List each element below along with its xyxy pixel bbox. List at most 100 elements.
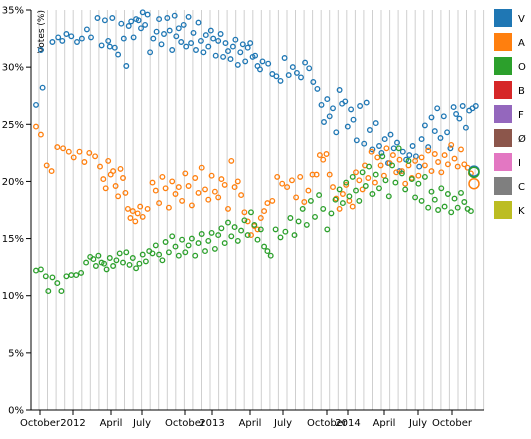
point-O — [303, 221, 310, 228]
point-V — [138, 25, 144, 32]
point-V — [314, 85, 321, 92]
point-V — [161, 31, 167, 37]
point-A — [182, 170, 189, 177]
point-V — [128, 18, 135, 25]
point-V — [363, 99, 370, 106]
point-O — [356, 197, 363, 204]
point-A — [112, 183, 119, 189]
point-O — [45, 288, 52, 295]
point-A — [192, 175, 199, 181]
point-A — [323, 151, 330, 157]
point-A — [326, 171, 333, 178]
point-O — [123, 249, 130, 256]
point-O — [241, 217, 248, 224]
point-O — [139, 251, 146, 258]
point-O — [205, 237, 212, 244]
point-V — [144, 11, 151, 18]
point-V — [306, 65, 313, 72]
point-V — [234, 61, 241, 68]
point-A — [343, 181, 350, 188]
point-V — [180, 21, 187, 28]
point-A — [313, 171, 320, 178]
point-O — [382, 177, 389, 184]
point-O — [129, 255, 136, 261]
point-V — [83, 26, 90, 33]
legend-swatch — [494, 57, 512, 75]
point-A — [425, 147, 432, 154]
point-V — [68, 33, 75, 40]
point-O — [110, 263, 117, 269]
legend[interactable]: V A O B F Ø I C K — [494, 9, 526, 219]
point-V — [399, 148, 406, 155]
point-V — [342, 98, 349, 105]
point-V — [453, 111, 460, 117]
legend-item-F[interactable]: F — [494, 105, 524, 123]
point-V — [293, 69, 300, 76]
point-V — [33, 101, 39, 108]
point-A — [353, 169, 359, 176]
point-V — [190, 29, 197, 36]
legend-item-A[interactable]: A — [494, 33, 525, 51]
point-O — [448, 209, 455, 216]
point-A — [383, 145, 390, 152]
point-A — [65, 148, 72, 155]
point-V — [348, 106, 355, 113]
point-A — [316, 152, 323, 159]
point-O — [282, 228, 289, 235]
point-V — [459, 103, 466, 109]
point-A — [54, 144, 61, 151]
y-tick-label: 0% — [8, 406, 24, 417]
point-V — [357, 103, 364, 109]
point-V — [242, 58, 249, 65]
point-O — [103, 266, 110, 273]
point-O — [428, 188, 435, 195]
point-V — [109, 15, 116, 21]
legend-item-B[interactable]: B — [494, 81, 525, 99]
point-O — [431, 196, 438, 203]
legend-item-Ø[interactable]: Ø — [494, 129, 526, 147]
point-A — [393, 169, 400, 176]
point-V — [222, 40, 229, 47]
point-O — [169, 233, 176, 240]
x-tick-label: April — [373, 418, 396, 429]
point-A — [371, 179, 378, 186]
point-O — [225, 219, 231, 226]
y-tick-label: 20% — [2, 177, 24, 188]
point-O — [328, 210, 335, 217]
point-V — [378, 149, 385, 156]
point-O — [264, 248, 271, 255]
point-O — [295, 218, 302, 225]
point-V — [202, 32, 209, 39]
point-V — [336, 87, 343, 93]
point-V — [310, 79, 317, 85]
point-O — [78, 269, 85, 276]
point-A — [117, 165, 124, 172]
legend-item-C[interactable]: C — [494, 177, 525, 195]
point-V — [217, 31, 224, 37]
legend-item-I[interactable]: I — [494, 153, 521, 171]
point-A — [274, 173, 281, 180]
legend-item-K[interactable]: K — [494, 201, 525, 219]
x-tick-label: April — [100, 418, 123, 429]
point-O — [142, 258, 149, 265]
point-V — [185, 13, 192, 20]
point-O — [92, 263, 99, 269]
point-O — [336, 186, 343, 193]
point-V — [257, 66, 263, 73]
point-V — [285, 72, 292, 79]
legend-item-V[interactable]: V — [494, 9, 525, 27]
point-A — [264, 200, 271, 207]
legend-label: Ø — [518, 133, 526, 145]
point-V — [150, 35, 157, 42]
point-O — [379, 153, 386, 160]
legend-label: C — [518, 182, 525, 193]
point-V — [220, 53, 227, 60]
point-V — [416, 163, 423, 170]
legend-item-O[interactable]: O — [494, 57, 526, 75]
point-V — [330, 105, 336, 112]
point-O — [353, 187, 359, 194]
point-V — [78, 35, 85, 42]
point-V — [63, 31, 70, 37]
point-O — [248, 209, 254, 216]
